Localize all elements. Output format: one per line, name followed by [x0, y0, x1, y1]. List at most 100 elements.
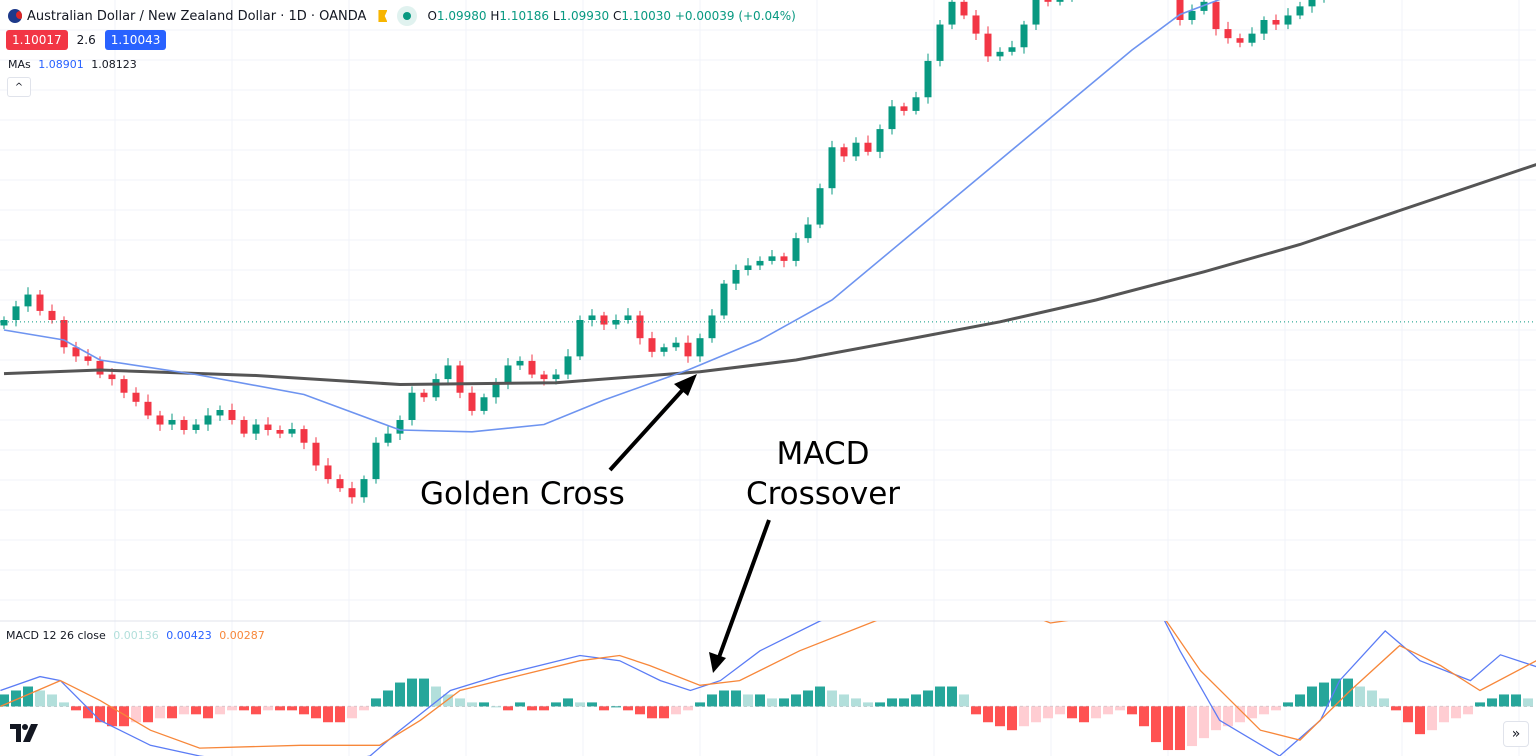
- candle-body: [1236, 38, 1244, 43]
- candle-body: [468, 392, 476, 411]
- histogram-bar: [383, 690, 393, 707]
- candle-body: [444, 365, 452, 380]
- histogram-bar: [1139, 706, 1149, 727]
- double-chevron-right-icon[interactable]: »: [1503, 721, 1529, 747]
- chart-legend: Australian Dollar / New Zealand Dollar ·…: [8, 6, 796, 26]
- histogram-bar: [1067, 706, 1077, 719]
- candle-body: [900, 106, 908, 111]
- histogram-bar: [1055, 706, 1065, 715]
- candle-body: [12, 306, 20, 320]
- histogram-bar: [455, 698, 465, 707]
- candle-body: [60, 320, 68, 348]
- sell-button[interactable]: 1.10017: [6, 30, 68, 50]
- candle-body: [120, 379, 128, 393]
- histogram-bar: [1043, 706, 1053, 719]
- candle-body: [864, 142, 872, 152]
- histogram-bar: [59, 702, 69, 707]
- candle-body: [732, 270, 740, 284]
- candle-body: [708, 315, 716, 339]
- candle-body: [1176, 0, 1184, 20]
- histogram-bar: [791, 694, 801, 707]
- candle-body: [624, 315, 632, 320]
- candle-body: [948, 1, 956, 25]
- macd-histogram: [0, 678, 1533, 751]
- market-status-icon[interactable]: [397, 6, 418, 26]
- macd-legend[interactable]: MACD 12 26 close 0.00136 0.00423 0.00287: [6, 629, 265, 642]
- histogram-bar: [71, 706, 81, 711]
- histogram-bar: [47, 694, 57, 707]
- histogram-bar: [1415, 706, 1425, 735]
- chevron-up-icon: ^: [14, 81, 24, 93]
- histogram-bar: [803, 690, 813, 707]
- candle-body: [672, 342, 680, 348]
- candle-body: [1020, 24, 1028, 48]
- candle-body: [480, 397, 488, 411]
- histogram-bar: [287, 706, 297, 711]
- candle-body: [852, 142, 860, 157]
- candle-body: [372, 442, 380, 480]
- histogram-bar: [743, 694, 753, 707]
- candle-body: [432, 379, 440, 398]
- bookmark-flag-icon[interactable]: [378, 10, 388, 22]
- candle-body: [132, 392, 140, 402]
- candle-body: [264, 424, 272, 430]
- macd-crossover-label: MACD Crossover: [745, 436, 901, 512]
- histogram-bar: [1175, 706, 1185, 751]
- candle-body: [1248, 33, 1256, 43]
- histogram-bar: [731, 690, 741, 707]
- histogram-bar: [1523, 698, 1533, 707]
- histogram-bar: [755, 694, 765, 707]
- histogram-bar: [407, 678, 417, 707]
- histogram-bar: [419, 678, 429, 707]
- histogram-bar: [1295, 694, 1305, 707]
- histogram-bar: [515, 702, 525, 707]
- candle-body: [300, 429, 308, 443]
- histogram-bar: [911, 694, 921, 707]
- histogram-bar: [1163, 706, 1173, 751]
- candle-body: [876, 129, 884, 152]
- candle-body: [84, 356, 92, 361]
- histogram-bar: [1439, 706, 1449, 723]
- histogram-bar: [179, 706, 189, 715]
- histogram-bar: [335, 706, 345, 723]
- candle-body: [240, 420, 248, 434]
- collapse-legend-button[interactable]: ^: [7, 77, 31, 97]
- histogram-bar: [1499, 694, 1509, 707]
- histogram-bar: [1259, 706, 1269, 715]
- histogram-bar: [575, 702, 585, 707]
- histogram-bar: [107, 706, 117, 727]
- candle-body: [192, 424, 200, 430]
- histogram-bar: [695, 702, 705, 707]
- candle-body: [792, 238, 800, 261]
- currency-flag-icon: [8, 9, 22, 23]
- histogram-bar: [1031, 706, 1041, 723]
- macd-crossover-arrow: [709, 519, 771, 673]
- histogram-bar: [527, 706, 537, 711]
- buy-button[interactable]: 1.10043: [104, 30, 167, 50]
- candle-body: [828, 147, 836, 189]
- histogram-bar: [935, 686, 945, 707]
- histogram-bar: [1283, 702, 1293, 707]
- candle-body: [24, 294, 32, 307]
- histogram-bar: [1007, 706, 1017, 731]
- histogram-bar: [203, 706, 213, 719]
- candle-body: [1284, 15, 1292, 25]
- candle-body: [768, 256, 776, 261]
- candle-body: [336, 479, 344, 489]
- candle-body: [312, 442, 320, 466]
- histogram-bar: [1019, 706, 1029, 727]
- candle-body: [0, 320, 8, 326]
- histogram-bar: [971, 706, 981, 715]
- histogram-bar: [275, 706, 285, 711]
- ma-legend[interactable]: MAs 1.08901 1.08123: [8, 58, 137, 71]
- histogram-bar: [35, 690, 45, 707]
- candle-body: [108, 374, 116, 380]
- histogram-bar: [1187, 706, 1197, 747]
- symbol-title[interactable]: Australian Dollar / New Zealand Dollar ·…: [27, 8, 367, 24]
- histogram-bar: [143, 706, 153, 723]
- tradingview-logo[interactable]: [10, 724, 38, 742]
- candle-body: [1296, 6, 1304, 16]
- histogram-bar: [815, 686, 825, 707]
